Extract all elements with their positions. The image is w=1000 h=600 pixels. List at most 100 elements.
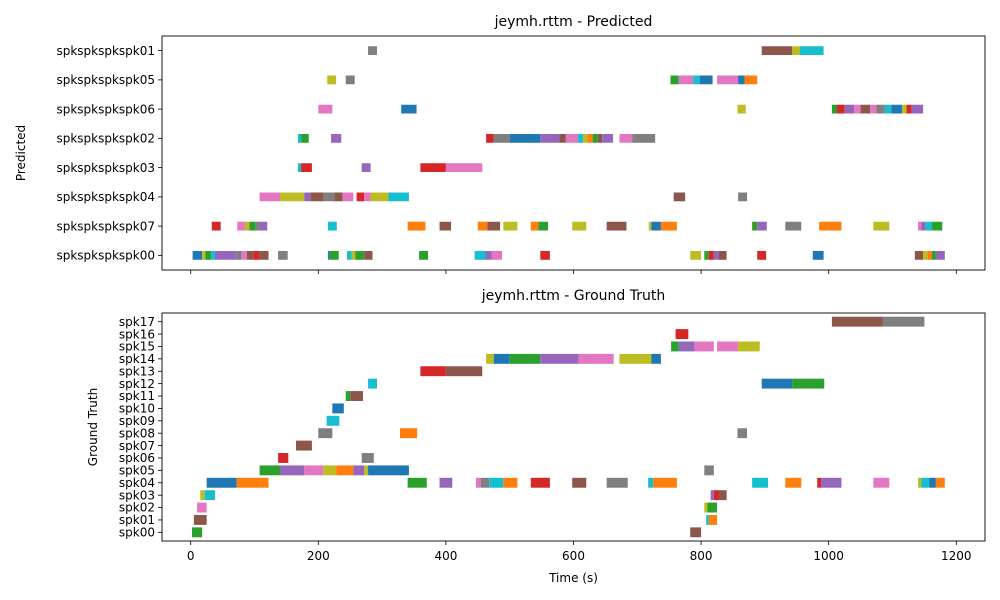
gt-segment-28 — [278, 453, 289, 463]
pred-segment-84 — [785, 221, 802, 231]
gt-segment-27 — [295, 440, 312, 451]
gt-segment-18 — [761, 378, 793, 389]
pred-segment-115 — [708, 250, 714, 260]
pred-segment-94 — [211, 250, 215, 260]
pred-segment-124 — [935, 250, 945, 260]
gt-segment-3 — [671, 341, 679, 352]
gt-segment-7 — [738, 341, 760, 352]
pred-segment-73 — [487, 221, 501, 231]
gt-segment-25 — [399, 428, 418, 439]
gt-ytick-label-5: spk05 — [119, 464, 155, 478]
gt-ytick-label-7: spk07 — [119, 439, 155, 453]
pred-segment-62 — [738, 192, 748, 202]
pred-segment-102 — [327, 250, 330, 260]
gt-segment-4 — [678, 341, 695, 352]
pred-segment-72 — [477, 221, 488, 231]
pred-segment-8 — [693, 75, 700, 85]
pred-segment-74 — [503, 221, 518, 231]
pred-segment-55 — [334, 192, 343, 202]
pred-segment-50 — [259, 192, 281, 202]
pred-segment-42 — [602, 133, 614, 143]
pred-segment-15 — [737, 104, 746, 114]
gt-segment-10 — [509, 353, 541, 364]
gt-segment-44 — [480, 477, 490, 488]
gt-segment-22 — [332, 403, 344, 414]
gt-ytick-label-17: spk17 — [119, 315, 155, 329]
pred-segment-86 — [873, 221, 890, 231]
gt-segment-37 — [368, 465, 409, 476]
pred-segment-64 — [237, 221, 245, 231]
pred-segment-9 — [699, 75, 713, 85]
pred-segment-59 — [370, 192, 389, 202]
gt-segment-31 — [280, 465, 305, 476]
pred-segment-43 — [619, 133, 633, 143]
pred-segment-100 — [259, 250, 269, 260]
pred-segment-82 — [752, 221, 758, 231]
pred-segment-28 — [297, 133, 302, 143]
gt-segment-59 — [929, 477, 936, 488]
pred-segment-93 — [205, 250, 212, 260]
gt-xtick-label-3: 600 — [562, 549, 585, 563]
pred-segment-36 — [565, 133, 578, 143]
pred-segment-98 — [246, 250, 254, 260]
pred-segment-40 — [592, 133, 598, 143]
pred-segment-6 — [670, 75, 679, 85]
gt-xtick-label-2: 400 — [434, 549, 457, 563]
pred-segment-2 — [792, 46, 800, 56]
pred-segment-116 — [713, 250, 719, 260]
gt-ytick-label-8: spk08 — [119, 426, 155, 440]
gt-segment-13 — [619, 353, 652, 364]
pred-segment-67 — [255, 221, 260, 231]
pred-segment-18 — [844, 104, 855, 114]
pred-ytick-label-6: spkspkspkspk05 — [56, 73, 155, 87]
gt-segment-57 — [918, 477, 922, 488]
pred-segment-30 — [331, 133, 342, 143]
pred-ytick-label-4: spkspkspkspk02 — [56, 132, 155, 146]
pred-ytick-label-7: spkspkspkspk01 — [56, 44, 155, 58]
pred-segment-114 — [704, 250, 709, 260]
gt-segment-35 — [353, 465, 365, 476]
gt-xtick-label-1: 200 — [307, 549, 330, 563]
gt-segment-48 — [572, 477, 587, 488]
pred-segment-90 — [932, 221, 943, 231]
pred-segment-106 — [355, 250, 365, 260]
gt-segment-30 — [259, 465, 281, 476]
gt-segment-65 — [718, 490, 727, 501]
gt-segment-1 — [882, 316, 925, 327]
pred-segment-46 — [301, 163, 312, 173]
gt-segment-19 — [792, 378, 825, 389]
gt-segment-29 — [361, 453, 374, 463]
gt-segment-70 — [706, 514, 709, 525]
pred-segment-33 — [509, 133, 541, 143]
gt-segment-40 — [236, 477, 269, 488]
pred-segment-71 — [439, 221, 451, 231]
pred-segment-39 — [587, 133, 593, 143]
gt-ytick-label-3: spk03 — [119, 488, 155, 502]
pred-segment-34 — [540, 133, 560, 143]
pred-segment-85 — [819, 221, 842, 231]
gt-segment-14 — [651, 353, 661, 364]
pred-segment-52 — [304, 192, 311, 202]
gt-ytick-label-1: spk01 — [119, 513, 155, 527]
gt-segment-43 — [475, 477, 481, 488]
gt-segment-62 — [204, 490, 215, 501]
pred-segment-20 — [860, 104, 871, 114]
gt-segment-41 — [407, 477, 427, 488]
pred-segment-76 — [538, 221, 548, 231]
pred-segment-66 — [249, 221, 256, 231]
pred-y-axis-label: Predicted — [14, 125, 28, 181]
pred-segment-108 — [419, 250, 429, 260]
gt-segment-61 — [200, 490, 205, 501]
pred-segment-107 — [364, 250, 373, 260]
pred-segment-32 — [493, 133, 510, 143]
pred-axes-frame — [161, 35, 986, 271]
pred-segment-65 — [244, 221, 250, 231]
gt-segment-66 — [197, 502, 207, 513]
gt-segment-9 — [493, 353, 510, 364]
pred-segment-87 — [918, 221, 922, 231]
pred-segment-109 — [474, 250, 486, 260]
pred-segment-123 — [932, 250, 936, 260]
pred-segment-11 — [738, 75, 745, 85]
gt-segment-54 — [817, 477, 822, 488]
gt-segment-56 — [873, 477, 890, 488]
